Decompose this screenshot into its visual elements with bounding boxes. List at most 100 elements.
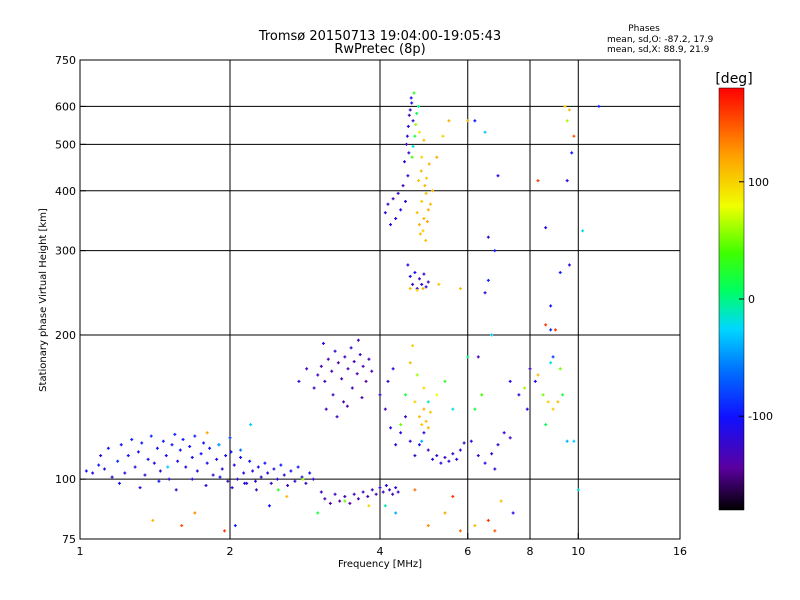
data-point: [408, 287, 412, 291]
data-point: [133, 465, 137, 469]
data-point: [399, 208, 403, 212]
data-point: [146, 457, 150, 461]
data-point: [473, 524, 477, 528]
data-point: [458, 529, 462, 533]
data-point: [323, 497, 327, 501]
data-point: [549, 328, 553, 332]
data-point: [536, 373, 540, 377]
data-point: [340, 377, 344, 381]
data-point: [428, 202, 432, 206]
phases-heading: Phases: [628, 24, 660, 34]
data-point: [528, 367, 532, 371]
axis-ticks: 1 2 4 6 8 10 16 75 100 200 300 400 500 600 750: [55, 54, 687, 558]
data-point: [425, 176, 429, 180]
data-point: [408, 361, 412, 365]
data-point: [420, 155, 424, 159]
data-point: [414, 123, 418, 127]
data-point: [143, 473, 147, 477]
data-point: [243, 481, 247, 485]
data-point: [496, 443, 500, 447]
data-point: [556, 400, 560, 404]
data-point: [419, 169, 423, 173]
data-point: [312, 386, 316, 390]
data-point: [581, 229, 585, 233]
data-point: [483, 461, 487, 465]
y-axis-label: Stationary phase Virtual Height [km]: [38, 208, 49, 392]
data-point: [431, 457, 435, 461]
data-point: [411, 282, 415, 286]
data-point: [91, 471, 95, 475]
data-point: [279, 463, 283, 467]
data-point: [254, 488, 258, 492]
data-point: [119, 443, 123, 447]
data-point: [486, 235, 490, 239]
data-point: [263, 461, 267, 465]
data-point: [286, 483, 290, 487]
data-point: [410, 101, 414, 105]
data-point: [205, 431, 209, 435]
data-point: [553, 328, 557, 332]
data-point: [330, 369, 334, 373]
data-point: [202, 441, 206, 445]
data-point: [437, 282, 441, 286]
data-point: [469, 439, 473, 443]
data-point: [413, 271, 417, 275]
data-point: [570, 151, 574, 155]
data-point: [348, 501, 352, 505]
data-point: [249, 423, 253, 427]
data-point: [422, 138, 426, 142]
data-point: [417, 130, 421, 134]
data-point: [466, 355, 470, 359]
data-point: [417, 104, 421, 108]
data-point: [140, 441, 144, 445]
data-point: [525, 407, 529, 411]
data-point: [565, 439, 569, 443]
data-point: [541, 393, 545, 397]
data-point: [420, 199, 424, 203]
colorbar-tick-label: 0: [748, 293, 755, 306]
data-point: [439, 461, 443, 465]
colorbar-tick-label: -100: [748, 410, 773, 423]
data-point: [195, 469, 199, 473]
data-point: [413, 454, 417, 458]
data-point: [408, 274, 412, 278]
data-point: [420, 282, 424, 286]
data-point: [426, 208, 430, 212]
data-point: [319, 490, 323, 494]
data-point: [536, 179, 540, 183]
data-point: [345, 404, 349, 408]
data-point: [367, 504, 371, 508]
data-point: [233, 524, 237, 528]
phases-x-stats: mean, sd,X: 88.9, 21.9: [607, 45, 710, 55]
data-point: [408, 439, 412, 443]
data-point: [356, 338, 360, 342]
data-point: [199, 452, 203, 456]
data-point: [164, 454, 168, 458]
x-tick-label: 6: [464, 545, 471, 558]
data-point: [350, 386, 354, 390]
data-point: [493, 467, 497, 471]
data-point: [443, 379, 447, 383]
chart-title-line1: Tromsø 20150713 19:04:00-19:05:43: [258, 29, 501, 44]
data-point: [343, 499, 347, 503]
y-tick-label: 750: [55, 54, 76, 67]
data-point: [533, 379, 537, 383]
data-point: [486, 278, 490, 282]
data-point: [235, 477, 239, 481]
data-point: [211, 473, 215, 477]
data-point: [174, 488, 178, 492]
data-point: [435, 393, 439, 397]
data-point: [336, 361, 340, 365]
data-point: [551, 355, 555, 359]
data-point: [422, 217, 426, 221]
data-point: [422, 431, 426, 435]
grid-lines: [80, 60, 680, 539]
data-point: [378, 486, 382, 490]
data-point: [458, 287, 462, 291]
data-point: [443, 511, 447, 515]
data-point: [149, 434, 153, 438]
colorbar-tick-label: 100: [748, 176, 769, 189]
data-point: [511, 511, 515, 515]
data-point: [218, 475, 222, 479]
